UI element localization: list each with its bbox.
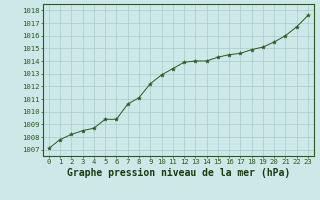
X-axis label: Graphe pression niveau de la mer (hPa): Graphe pression niveau de la mer (hPa) xyxy=(67,168,290,178)
